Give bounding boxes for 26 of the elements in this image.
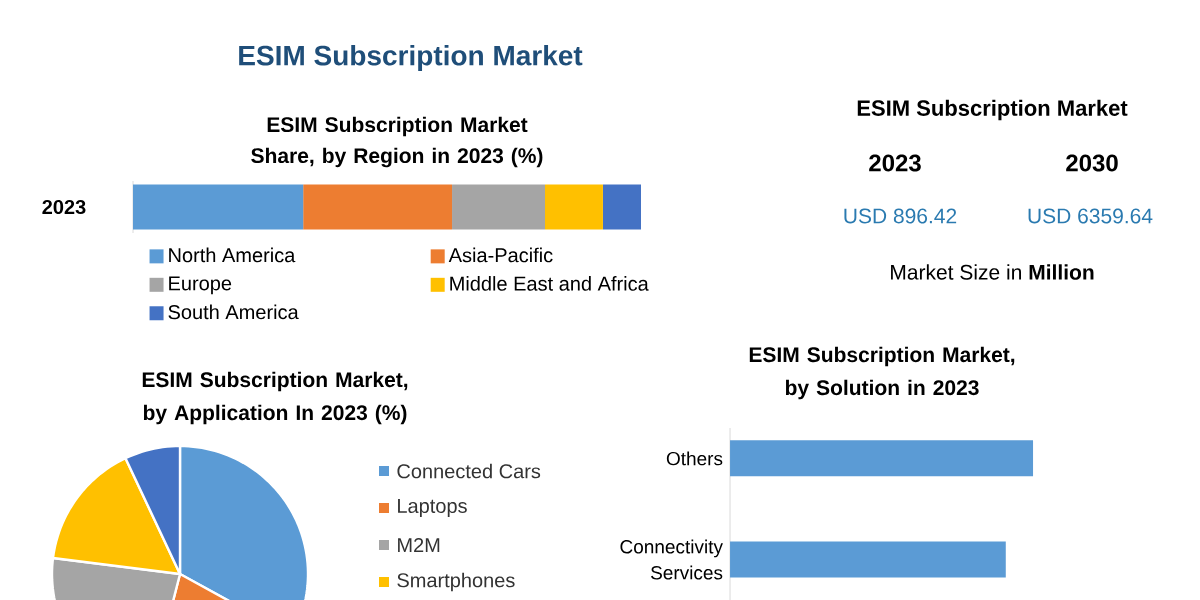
legend-label: Laptops xyxy=(398,499,467,517)
text: 2030 xyxy=(1066,154,1118,172)
text: ESIM Subscription Market xyxy=(239,44,583,72)
legend-label: North America xyxy=(169,247,296,263)
bar xyxy=(545,184,603,230)
legend-label: South America xyxy=(168,304,299,320)
chart-title: ESIM Subscription Market Share, by Region in 2023 (%) xyxy=(251,116,543,168)
text: USD 896.42 xyxy=(844,208,957,224)
bar xyxy=(602,184,642,230)
y-tick-label: Others xyxy=(666,451,723,466)
bar xyxy=(452,184,546,230)
legend-label: Asia-Pacific xyxy=(448,247,553,263)
legend-label: Middle East and Africa xyxy=(450,276,649,291)
text: ESIM Subscription Market xyxy=(857,99,1128,121)
bar xyxy=(303,184,453,230)
chart-title: ESIM Subscription Market, by Solution in 2023 xyxy=(749,346,1015,400)
chart-title: ESIM Subscription Market, by Application In 2023 (%) xyxy=(142,371,408,425)
legend-label: Smartphones xyxy=(397,572,515,592)
bar xyxy=(133,184,304,230)
legend-label: Connected Cars xyxy=(397,463,541,479)
text: USD 6359.64 xyxy=(1028,208,1153,224)
text: 2023 xyxy=(869,154,921,172)
legend-label: M2M xyxy=(398,538,440,552)
y-tick-label: Connectivity Services xyxy=(620,539,723,580)
text: Market Size in Million xyxy=(891,264,1094,280)
legend-label: Europe xyxy=(169,276,232,295)
